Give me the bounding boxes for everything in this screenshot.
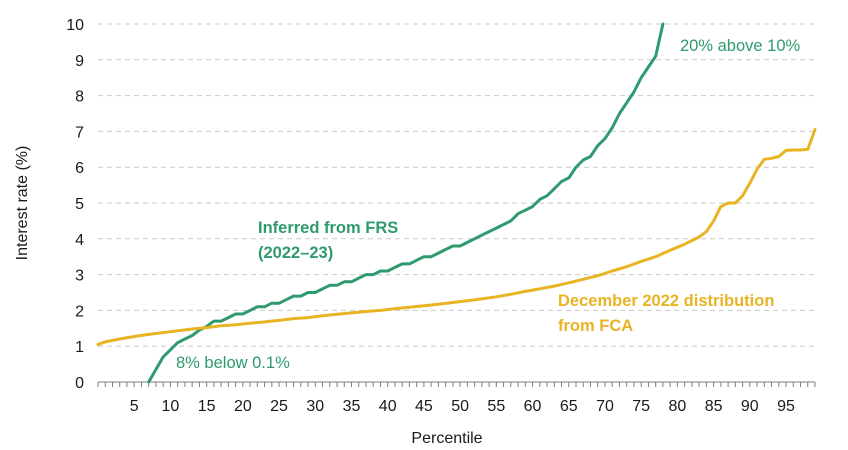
y-tick-label: 3 — [75, 268, 84, 285]
x-tick-label: 75 — [632, 398, 650, 415]
x-tick-label: 95 — [777, 398, 795, 415]
series-label-frs-line1: Inferred from FRS — [258, 219, 398, 237]
x-tick-label: 70 — [596, 398, 614, 415]
annotation-above-10: 20% above 10% — [680, 37, 801, 55]
series-line-fca — [96, 128, 817, 346]
y-tick-label: 6 — [75, 160, 84, 177]
x-tick-label: 60 — [524, 398, 542, 415]
series-label-fca-line1: December 2022 distribution — [558, 292, 774, 310]
x-tick-label: 5 — [130, 398, 139, 415]
x-tick-label: 30 — [306, 398, 324, 415]
x-axis-label: Percentile — [411, 430, 482, 447]
x-tick-label: 90 — [741, 398, 759, 415]
series-label-frs-line2: (2022–23) — [258, 244, 333, 262]
series-line-frs — [147, 22, 665, 384]
x-tick-label: 20 — [234, 398, 252, 415]
y-tick-label: 5 — [75, 196, 84, 213]
x-tick-label: 80 — [668, 398, 686, 415]
y-tick-label: 4 — [75, 232, 84, 249]
annotation-below-0-1: 8% below 0.1% — [176, 354, 290, 372]
x-tick-label: 85 — [705, 398, 723, 415]
y-tick-label: 0 — [75, 375, 84, 392]
y-tick-label: 9 — [75, 53, 84, 70]
x-tick-label: 65 — [560, 398, 578, 415]
x-tick-label: 15 — [198, 398, 216, 415]
x-tick-label: 50 — [451, 398, 469, 415]
y-tick-label: 2 — [75, 303, 84, 320]
y-axis-label: Interest rate (%) — [14, 146, 31, 261]
y-tick-label: 7 — [75, 124, 84, 141]
y-tick-label: 8 — [75, 89, 84, 106]
y-tick-label: 1 — [75, 339, 84, 356]
x-tick-labels: 5 10 15 20 25 30 35 40 45 50 55 60 65 70 75 80 85 90 95 — [97, 382, 816, 415]
x-tick-label: 40 — [379, 398, 397, 415]
x-tick-label: 25 — [270, 398, 288, 415]
x-tick-label: 35 — [343, 398, 361, 415]
y-tick-label: 10 — [66, 17, 84, 34]
y-tick-labels: 0 1 2 3 4 5 6 7 8 9 10 — [66, 17, 84, 392]
x-tick-label: 45 — [415, 398, 433, 415]
x-tick-label: 55 — [487, 398, 505, 415]
x-tick-label: 10 — [162, 398, 180, 415]
series-label-fca-line2: from FCA — [558, 317, 633, 335]
series-lines — [96, 22, 817, 384]
